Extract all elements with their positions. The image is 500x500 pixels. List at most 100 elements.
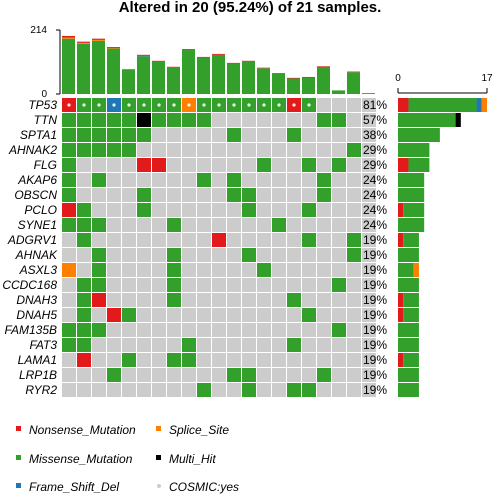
legend-label-missense-mutation: Missense_Mutation (29, 452, 133, 466)
cell-spta1-20 (347, 128, 361, 142)
gene-label-ahnak2: AHNAK2 (8, 143, 57, 157)
cell-akap6-5 (122, 173, 136, 187)
cell-ryr2-7 (152, 383, 166, 397)
cell-lrp1b-14 (257, 368, 271, 382)
cell-dnah5-4 (107, 308, 121, 322)
cell-akap6-1 (62, 173, 76, 187)
cell-flg-8 (167, 158, 181, 172)
cell-akap6-12 (227, 173, 241, 187)
cell-fat3-7 (152, 338, 166, 352)
cell-ccdc168-4 (107, 278, 121, 292)
cell-dnah5-16 (287, 308, 301, 322)
cell-lrp1b-13 (242, 368, 256, 382)
gene-pct-fam135b: 19% (363, 323, 387, 337)
side-bar-lrp1b-missense-mutation (398, 368, 419, 382)
gene-label-syne1: SYNE1 (18, 218, 57, 232)
cell-pclo-12 (227, 203, 241, 217)
gene-pct-adgrv1: 19% (363, 233, 387, 247)
cell-obscn-15 (272, 188, 286, 202)
cell-asxl3-2 (77, 263, 91, 277)
cell-pclo-19 (332, 203, 346, 217)
side-bar-fat3-missense-mutation (398, 338, 419, 352)
side-bar-adgrv1-missense-mutation (403, 233, 419, 247)
top-bar-4-nonsense-mutation (107, 47, 120, 48)
top-bar-15-missense-mutation (272, 73, 285, 94)
cell-ahnak-7 (152, 248, 166, 262)
cell-ahnak2-7 (152, 143, 166, 157)
cell-syne1-16 (287, 218, 301, 232)
cell-lama1-6 (137, 353, 151, 367)
cell-akap6-2 (77, 173, 91, 187)
side-bar-rows (398, 98, 487, 397)
cell-asxl3-10 (197, 263, 211, 277)
cell-ccdc168-13 (242, 278, 256, 292)
side-bar-asxl3-missense-mutation (398, 263, 414, 277)
top-bar-18-nonsense-mutation (317, 66, 330, 67)
oncoplot-grid (62, 98, 376, 397)
cell-akap6-8 (167, 173, 181, 187)
cell-pclo-11 (212, 203, 226, 217)
cell-ahnak-14 (257, 248, 271, 262)
cell-ccdc168-19 (332, 278, 346, 292)
legend-swatch-frame-shift-del (16, 483, 21, 488)
top-bar-11-nonsense-mutation (212, 53, 225, 55)
cell-fam135b-20 (347, 323, 361, 337)
cosmic-dot-tp53-10 (202, 103, 206, 107)
cell-dnah3-13 (242, 293, 256, 307)
cell-fat3-18 (317, 338, 331, 352)
cell-ccdc168-14 (257, 278, 271, 292)
legend-label-multi-hit: Multi_Hit (169, 452, 216, 466)
cell-fat3-17 (302, 338, 316, 352)
gene-label-spta1: SPTA1 (20, 128, 57, 142)
cell-ttn-10 (197, 113, 211, 127)
cell-ahnak2-21 (362, 143, 376, 157)
top-bar-10-missense-mutation (197, 57, 210, 94)
cell-ccdc168-11 (212, 278, 226, 292)
cell-ttn-4 (107, 113, 121, 127)
cell-fat3-5 (122, 338, 136, 352)
cell-flg-14 (257, 158, 271, 172)
cell-ryr2-1 (62, 383, 76, 397)
cosmic-dot-tp53-7 (157, 103, 161, 107)
cell-adgrv1-3 (92, 233, 106, 247)
cell-spta1-18 (317, 128, 331, 142)
cell-ccdc168-7 (152, 278, 166, 292)
side-bar-tp53-frame-shift-del (476, 98, 482, 112)
gene-percentages: 81%57%38%29%29%24%24%24%24%19%19%19%19%1… (363, 98, 387, 397)
top-bar-6-nonsense-mutation (137, 54, 150, 56)
cell-ryr2-11 (212, 383, 226, 397)
cell-adgrv1-6 (137, 233, 151, 247)
cell-ahnak2-9 (182, 143, 196, 157)
top-bar-8-missense-mutation (167, 67, 180, 94)
cell-lrp1b-3 (92, 368, 106, 382)
cell-asxl3-16 (287, 263, 301, 277)
cell-lrp1b-2 (77, 368, 91, 382)
top-bar-4-missense-mutation (107, 48, 120, 94)
cell-obscn-17 (302, 188, 316, 202)
cell-ahnak-13 (242, 248, 256, 262)
cell-spta1-2 (77, 128, 91, 142)
cell-fat3-16 (287, 338, 301, 352)
cell-syne1-20 (347, 218, 361, 232)
cell-lama1-10 (197, 353, 211, 367)
top-bar-20-missense-mutation (347, 72, 360, 94)
cell-fam135b-4 (107, 323, 121, 337)
side-bar-spta1-missense-mutation (398, 128, 440, 142)
top-bar-8-nonsense-mutation (167, 66, 180, 68)
cell-syne1-21 (362, 218, 376, 232)
cell-fat3-19 (332, 338, 346, 352)
gene-label-lama1: LAMA1 (18, 353, 57, 367)
cell-akap6-4 (107, 173, 121, 187)
cell-dnah3-20 (347, 293, 361, 307)
cell-adgrv1-13 (242, 233, 256, 247)
top-bar-17-nonsense-mutation (302, 76, 315, 78)
cell-fat3-2 (77, 338, 91, 352)
cell-adgrv1-16 (287, 233, 301, 247)
top-bar-11-missense-mutation (212, 54, 225, 94)
cosmic-dot-tp53-13 (247, 103, 251, 107)
cell-lrp1b-7 (152, 368, 166, 382)
cell-ttn-12 (227, 113, 241, 127)
cell-spta1-13 (242, 128, 256, 142)
cell-syne1-3 (92, 218, 106, 232)
cell-lama1-9 (182, 353, 196, 367)
